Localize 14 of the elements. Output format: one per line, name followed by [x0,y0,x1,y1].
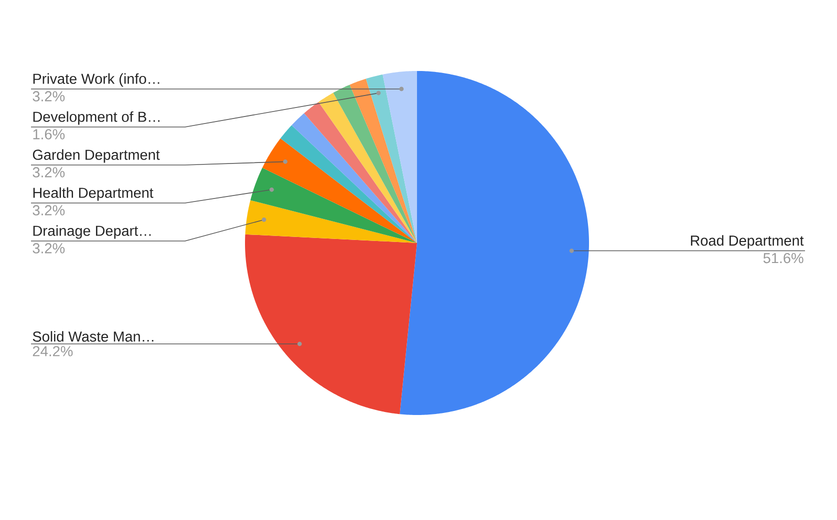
data-label: 3.2% [32,91,65,102]
data-label: 3.2% [32,167,65,178]
slice-label: Garden Department [32,149,160,163]
slice-label: Drainage Depart… [33,225,151,239]
slice-label: Private Work (info… [33,73,160,87]
slice-label: Health Department [33,187,154,201]
data-label: 3.2% [32,243,65,254]
data-label: 51.6% [763,252,804,264]
data-label: 24.2% [32,346,73,356]
slice-label: Road Department [690,235,804,249]
data-label: 3.2% [32,205,65,216]
slice-label: Development of B… [33,111,160,125]
data-label: 1.6% [33,129,65,140]
slice-label: Solid Waste Man… [32,331,154,342]
